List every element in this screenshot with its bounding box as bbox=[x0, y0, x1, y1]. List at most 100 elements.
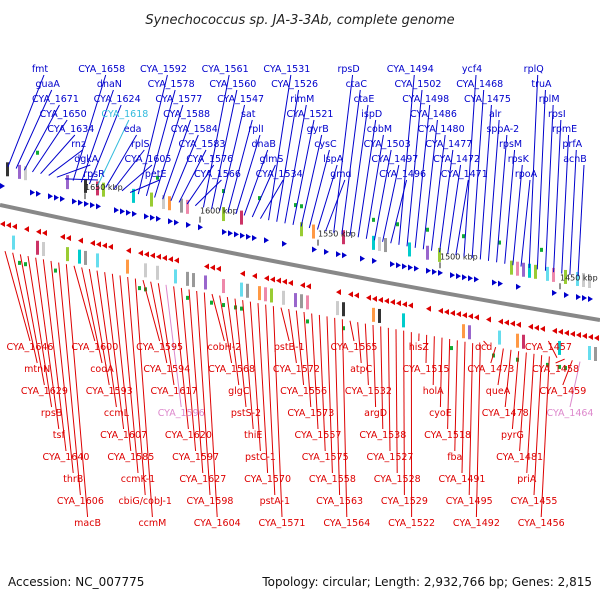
feature-block bbox=[156, 265, 159, 280]
reverse-gene-line bbox=[211, 293, 225, 342]
forward-gene-arrow bbox=[516, 283, 521, 290]
forward-gene-line bbox=[121, 164, 153, 192]
feature-marker bbox=[240, 306, 243, 311]
reverse-gene-line bbox=[454, 340, 458, 452]
reverse-gene-label: priA bbox=[517, 474, 537, 485]
reverse-gene-label: CYA_1571 bbox=[259, 518, 306, 529]
forward-gene-line bbox=[268, 74, 292, 221]
forward-gene-label: CYA_1577 bbox=[155, 94, 202, 105]
feature-block bbox=[468, 325, 471, 340]
forward-gene-label: CYA_1584 bbox=[171, 124, 218, 135]
feature-block bbox=[246, 283, 249, 298]
forward-gene-label: lspA bbox=[323, 154, 344, 165]
forward-gene-label: CYA_1502 bbox=[395, 79, 442, 90]
forward-gene-line bbox=[137, 74, 168, 195]
feature-marker bbox=[258, 196, 261, 201]
forward-gene-label: dnaN bbox=[97, 79, 122, 90]
reverse-gene-label: CYA_1522 bbox=[388, 518, 435, 529]
feature-marker bbox=[222, 303, 225, 308]
reverse-gene-line bbox=[58, 262, 81, 496]
feature-marker bbox=[342, 326, 345, 331]
forward-gene-label: CYA_1496 bbox=[379, 169, 426, 180]
reverse-gene-line bbox=[555, 358, 565, 364]
forward-gene-line bbox=[512, 164, 523, 266]
forward-gene-label: ycf4 bbox=[462, 64, 482, 75]
reverse-gene-arrow bbox=[168, 256, 173, 263]
reverse-gene-arrow bbox=[564, 329, 569, 336]
feature-block bbox=[498, 330, 501, 345]
reverse-gene-arrow bbox=[102, 242, 107, 249]
forward-gene-line bbox=[447, 164, 462, 254]
forward-gene-arrow bbox=[240, 232, 245, 239]
forward-gene-arrow bbox=[414, 265, 419, 272]
reverse-gene-line bbox=[341, 319, 348, 518]
reverse-gene-arrow bbox=[282, 278, 287, 285]
reverse-gene-line bbox=[35, 257, 60, 430]
forward-gene-label: CYA_1494 bbox=[387, 64, 434, 75]
reverse-gene-arrow bbox=[504, 319, 509, 326]
reverse-gene-label: CYA_1596 bbox=[158, 408, 205, 419]
reverse-gene-line bbox=[425, 334, 428, 364]
forward-gene-line bbox=[316, 164, 338, 230]
feature-block bbox=[192, 273, 195, 288]
reverse-gene-arrow bbox=[0, 221, 5, 227]
reverse-gene-label: CYA_1606 bbox=[57, 496, 104, 507]
forward-gene-label: CYA_1588 bbox=[163, 109, 210, 120]
reverse-gene-label: CYA_1597 bbox=[172, 452, 219, 463]
forward-gene-line bbox=[406, 89, 423, 247]
reverse-gene-label: CYA_1495 bbox=[446, 496, 493, 507]
reverse-gene-line bbox=[504, 349, 512, 408]
gene-tracks bbox=[0, 150, 599, 370]
forward-gene-label: CYA_1521 bbox=[287, 109, 334, 120]
reverse-gene-arrow bbox=[588, 333, 593, 340]
forward-gene-label: CYA_1605 bbox=[125, 154, 172, 165]
reverse-gene-label: CYA_1640 bbox=[43, 452, 90, 463]
kbp-label: 1600 kbp bbox=[200, 207, 238, 216]
reverse-gene-line bbox=[173, 286, 189, 430]
reverse-gene-arrow bbox=[162, 255, 167, 262]
reverse-gene-line bbox=[257, 303, 269, 474]
forward-gene-line bbox=[113, 149, 145, 190]
reverse-gene-arrow bbox=[468, 313, 473, 320]
reverse-gene-label: thiE bbox=[244, 430, 262, 441]
reverse-gene-label: CYA_1491 bbox=[439, 474, 486, 485]
feature-block bbox=[294, 293, 297, 308]
forward-gene-label: ispD bbox=[361, 109, 382, 120]
footer-summary: Topology: circular; Length: 2,932,766 bp… bbox=[261, 575, 592, 589]
forward-gene-label: CYA_1477 bbox=[425, 139, 472, 150]
reverse-gene-label: CYA_1595 bbox=[136, 342, 183, 353]
kbp-label: 1500 kbp bbox=[440, 252, 478, 261]
feature-block bbox=[342, 230, 345, 245]
forward-gene-arrow bbox=[84, 200, 89, 207]
feature-marker bbox=[396, 222, 399, 227]
reverse-gene-label: queA bbox=[486, 386, 511, 397]
reverse-gene-label: thrB bbox=[63, 474, 83, 485]
forward-gene-label: dgkA bbox=[74, 154, 99, 165]
reverse-gene-label: codA bbox=[90, 364, 114, 375]
forward-gene-arrow bbox=[312, 246, 317, 253]
kbp-label: 1550 kbp bbox=[318, 230, 356, 239]
reverse-gene-arrow bbox=[216, 265, 221, 272]
reverse-gene-line bbox=[249, 301, 261, 452]
feature-block bbox=[522, 262, 525, 277]
forward-gene-label: prfA bbox=[562, 139, 582, 150]
feature-marker bbox=[186, 295, 189, 300]
reverse-gene-line bbox=[483, 340, 489, 347]
feature-block bbox=[84, 250, 87, 265]
forward-gene-line bbox=[276, 89, 300, 222]
forward-gene-arrow bbox=[156, 215, 161, 222]
reverse-gene-line bbox=[272, 306, 283, 518]
forward-gene-arrow bbox=[498, 280, 503, 287]
forward-gene-label: cobM bbox=[367, 124, 392, 135]
forward-gene-label: CYA_1634 bbox=[47, 124, 94, 135]
forward-gene-line bbox=[308, 149, 330, 229]
feature-marker bbox=[138, 286, 141, 291]
kbp-label: 1450 kbp bbox=[560, 273, 598, 282]
reverse-gene-label: CYA_1570 bbox=[244, 474, 291, 485]
forward-gene-arrow bbox=[342, 252, 347, 259]
genome-backbone bbox=[0, 203, 600, 322]
feature-block bbox=[222, 207, 225, 222]
reverse-gene-arrow bbox=[576, 331, 581, 338]
reverse-gene-line bbox=[96, 270, 117, 408]
forward-gene-arrow bbox=[246, 233, 251, 240]
